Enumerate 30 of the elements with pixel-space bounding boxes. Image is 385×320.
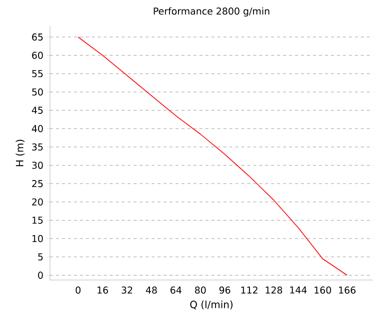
x-tick-label: 80 bbox=[194, 286, 206, 294]
y-tick-label: 50 bbox=[32, 88, 43, 96]
x-tick-label: 64 bbox=[170, 286, 182, 294]
x-tick-label: 0 bbox=[76, 286, 80, 294]
y-tick-label: 10 bbox=[32, 235, 43, 242]
y-tick-label: 0 bbox=[38, 272, 43, 279]
y-axis-title: H (m) bbox=[16, 140, 25, 166]
line-series bbox=[78, 36, 348, 276]
y-tick-label: 25 bbox=[32, 180, 43, 188]
x-axis-title: Q (l/min) bbox=[190, 300, 232, 310]
y-tick-label: 65 bbox=[32, 33, 43, 41]
x-tick-label: 112 bbox=[241, 286, 258, 294]
chart-title: Performance 2800 g/min bbox=[154, 7, 270, 17]
x-tick-label: 128 bbox=[266, 286, 282, 294]
x-tick-label: 144 bbox=[290, 286, 307, 294]
x-tick-label: 166 bbox=[339, 286, 356, 294]
y-tick-label: 60 bbox=[32, 52, 43, 59]
y-tick-label: 5 bbox=[38, 253, 43, 260]
y-tick-label: 55 bbox=[32, 70, 43, 78]
x-tick-label: 96 bbox=[219, 286, 230, 294]
y-tick-label: 45 bbox=[32, 106, 43, 114]
x-tick-label: 16 bbox=[98, 286, 108, 294]
y-tick-label: 30 bbox=[32, 162, 43, 169]
x-tick-label: 48 bbox=[146, 286, 157, 294]
y-tick-label: 40 bbox=[32, 125, 43, 132]
y-tick-label: 15 bbox=[32, 216, 43, 224]
y-tick-label: 20 bbox=[32, 198, 43, 206]
x-tick-label: 32 bbox=[122, 286, 132, 294]
x-tick-label: 160 bbox=[314, 286, 332, 294]
y-tick-label: 35 bbox=[32, 143, 43, 151]
